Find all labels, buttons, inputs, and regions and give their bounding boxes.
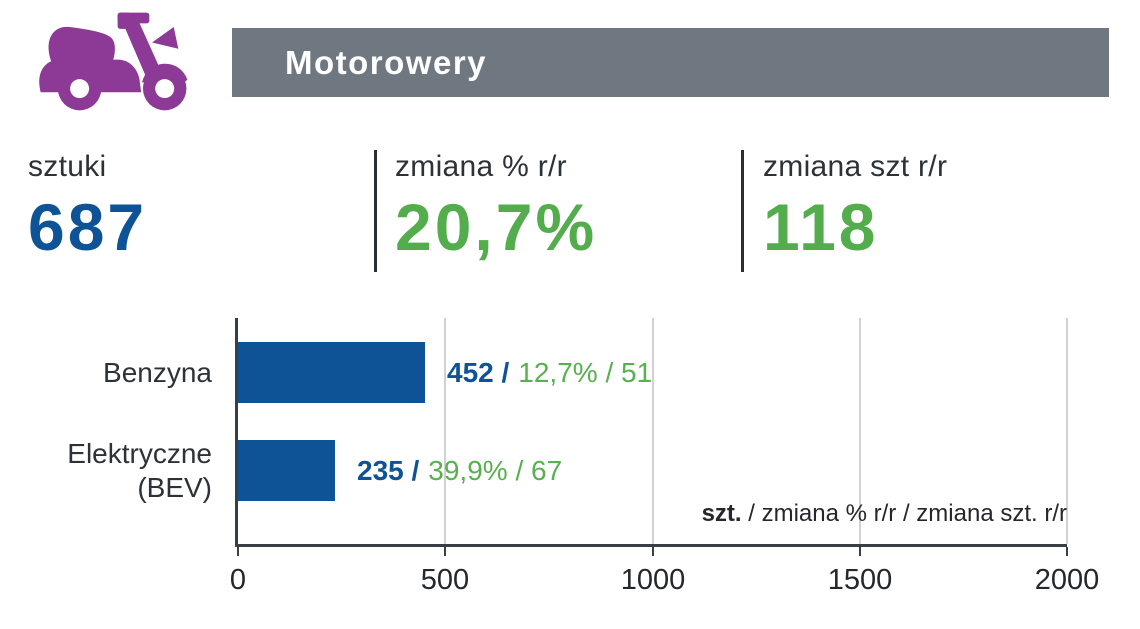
- stat-divider: [374, 150, 377, 272]
- stat-label: sztuki: [28, 150, 107, 183]
- stat-label: zmiana szt r/r: [763, 150, 948, 183]
- gridline: [444, 318, 446, 544]
- legend-rest-part: / zmiana % r/r / zmiana szt. r/r: [741, 500, 1067, 527]
- tick-mark: [444, 547, 446, 556]
- page-title: Motorowery: [285, 43, 488, 81]
- tick-mark: [652, 547, 654, 556]
- legend-bold-part: szt.: [701, 500, 742, 527]
- category-label: Benzyna: [103, 356, 212, 388]
- bar: [238, 440, 335, 501]
- bar-value-change: 39,9% / 67: [428, 454, 563, 486]
- tick-mark: [237, 547, 239, 556]
- chart-legend: szt. / zmiana % r/r / zmiana szt. r/r: [702, 500, 1067, 528]
- category-label: Elektryczne (BEV): [67, 438, 212, 503]
- plot-area: [235, 318, 1068, 547]
- gridline: [652, 318, 654, 544]
- stat-change-percent: zmiana % r/r 20,7%: [395, 150, 597, 260]
- x-tick-label: 1000: [620, 564, 686, 596]
- bar-value-label: 452 /12,7% / 51: [447, 342, 652, 403]
- stat-value: 687: [28, 190, 148, 264]
- stat-value: 118: [763, 190, 879, 264]
- bar-value-units: 235 /: [357, 454, 420, 486]
- bar-value-change: 12,7% / 51: [518, 356, 653, 388]
- tick-mark: [859, 547, 861, 556]
- gridline: [859, 318, 861, 544]
- x-tick-label: 500: [420, 564, 470, 596]
- stat-change-units: zmiana szt r/r 118: [763, 150, 947, 260]
- x-tick-label: 0: [229, 564, 247, 596]
- bar-chart: szt. / zmiana % r/r / zmiana szt. r/r 0 5…: [0, 318, 1140, 629]
- gridline: [1066, 318, 1068, 544]
- stat-divider: [741, 150, 744, 272]
- bar-value-label: 235 /39,9% / 67: [357, 440, 562, 501]
- moped-icon: [39, 12, 188, 111]
- stat-value: 20,7%: [395, 190, 598, 264]
- bar: [238, 342, 425, 403]
- x-tick-label: 1500: [827, 564, 893, 596]
- stat-label: zmiana % r/r: [395, 150, 567, 183]
- stat-total-units: sztuki 687: [28, 150, 147, 260]
- x-tick-label: 2000: [1034, 564, 1100, 596]
- title-banner: Motorowery: [232, 28, 1109, 97]
- bar-value-units: 452 /: [447, 356, 510, 388]
- tick-mark: [1066, 547, 1068, 556]
